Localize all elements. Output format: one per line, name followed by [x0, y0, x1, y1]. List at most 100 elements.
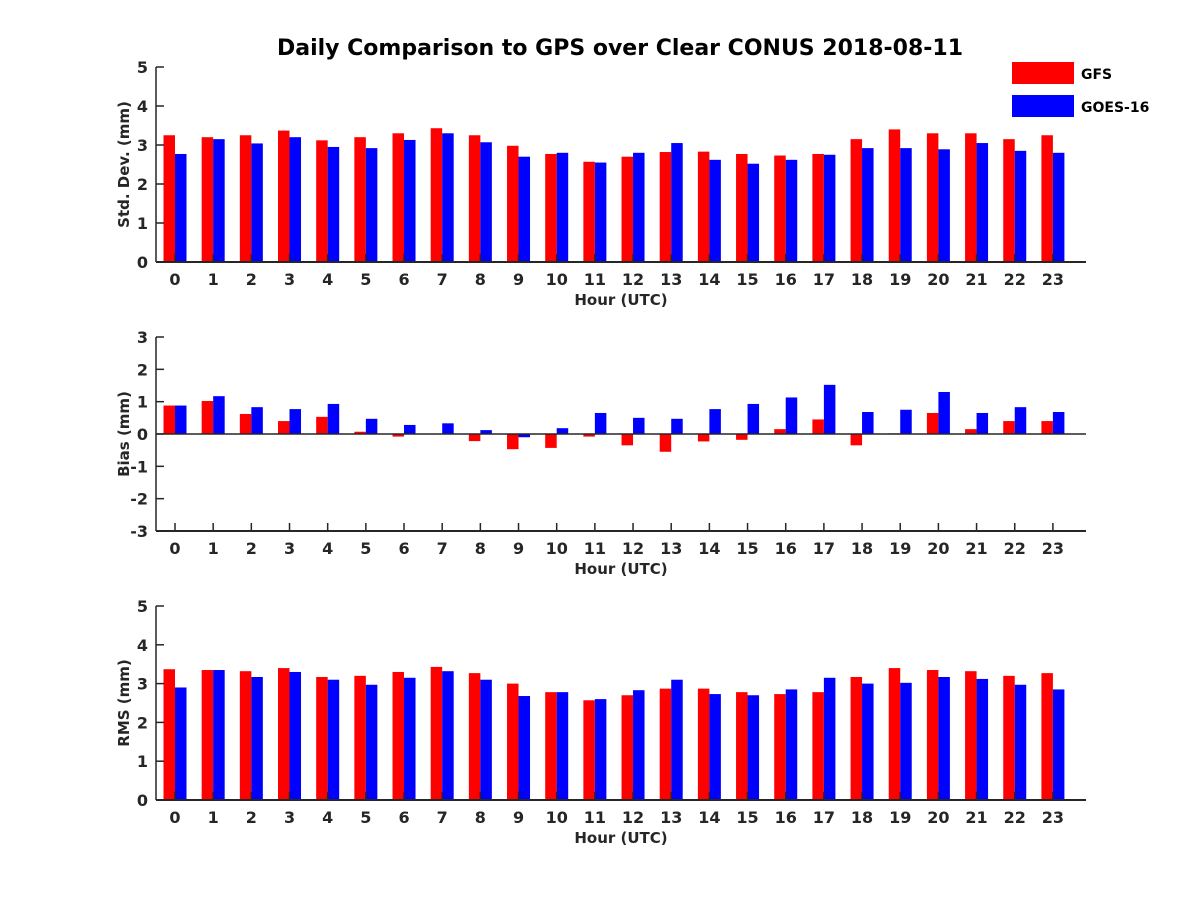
bias-x-tick-label: 5	[360, 539, 371, 558]
std-dev-bar-gfs-3	[278, 130, 290, 262]
bias-bar-goes16-16	[785, 397, 798, 434]
rms-bar-gfs-9	[507, 683, 519, 800]
bias-bar-gfs-8	[468, 434, 481, 442]
std-dev-y-tick-label: 5	[137, 58, 148, 77]
rms-x-tick-label: 20	[927, 808, 949, 827]
rms-bar-goes16-6	[404, 677, 416, 800]
rms-bar-goes16-2	[251, 677, 263, 800]
rms-bar-gfs-6	[392, 671, 405, 800]
rms-bar-gfs-1	[201, 670, 214, 800]
std-dev-x-tick-label: 14	[698, 270, 720, 289]
legend-swatch-gfs	[1012, 62, 1074, 84]
bias-bar-gfs-6	[392, 434, 405, 437]
rms-bar-goes16-15	[747, 695, 760, 800]
std-dev-bar-gfs-10	[545, 153, 557, 262]
std-dev-bar-goes16-21	[976, 143, 989, 262]
bias-y-tick-label: 3	[137, 328, 148, 347]
rms-bar-goes16-22	[1014, 684, 1027, 800]
rms-x-tick-label: 16	[775, 808, 797, 827]
std-dev-bar-goes16-3	[289, 137, 302, 262]
rms-x-tick-label: 15	[736, 808, 758, 827]
std-dev-bar-goes16-4	[327, 146, 340, 262]
rms-x-tick-label: 17	[813, 808, 835, 827]
bias-x-tick-label: 14	[698, 539, 720, 558]
rms-y-axis-label: RMS (mm)	[115, 659, 133, 746]
rms-x-tick-label: 13	[660, 808, 682, 827]
std-dev-x-tick-label: 6	[398, 270, 409, 289]
bias-bar-gfs-20	[926, 412, 939, 434]
bias-bar-gfs-0	[163, 405, 175, 434]
bias-bar-goes16-23	[1052, 412, 1065, 434]
std-dev-x-tick-label: 16	[775, 270, 797, 289]
rms-bar-gfs-21	[965, 671, 977, 800]
legend-label-gfs: GFS	[1081, 67, 1112, 83]
bias-x-tick-label: 7	[437, 539, 448, 558]
rms-x-tick-label: 11	[584, 808, 606, 827]
rms-x-tick-label: 2	[246, 808, 257, 827]
rms-bar-goes16-9	[518, 696, 531, 800]
bias-bar-gfs-3	[278, 421, 290, 434]
bias-y-tick-label: 1	[137, 393, 148, 412]
rms-bar-gfs-14	[697, 688, 710, 800]
bias-bar-goes16-21	[976, 412, 989, 434]
bias-bar-goes16-14	[709, 409, 721, 434]
bias-y-tick-label: 2	[137, 360, 148, 379]
rms-bar-gfs-0	[163, 669, 175, 800]
bias-bar-gfs-4	[316, 416, 328, 434]
bias-x-tick-label: 21	[965, 539, 987, 558]
bias-x-tick-label: 22	[1004, 539, 1026, 558]
bias-bar-gfs-11	[583, 434, 595, 437]
std-dev-bar-goes16-9	[518, 156, 531, 262]
bias-x-tick-label: 2	[246, 539, 257, 558]
bias-bar-goes16-10	[556, 428, 569, 434]
std-dev-x-tick-label: 18	[851, 270, 873, 289]
rms-x-tick-label: 23	[1042, 808, 1064, 827]
rms-x-tick-label: 7	[437, 808, 448, 827]
bias-bar-gfs-17	[812, 419, 824, 434]
std-dev-x-tick-label: 1	[208, 270, 219, 289]
std-dev-bar-goes16-23	[1052, 152, 1065, 262]
rms-bar-gfs-20	[926, 670, 939, 800]
std-dev-bar-gfs-0	[163, 135, 175, 262]
rms-y-tick-label: 5	[137, 597, 148, 616]
rms-x-tick-label: 6	[398, 808, 409, 827]
rms-bar-goes16-7	[442, 671, 454, 800]
std-dev-x-tick-label: 19	[889, 270, 911, 289]
rms-bar-gfs-16	[774, 694, 786, 800]
rms-x-tick-label: 1	[208, 808, 219, 827]
std-dev-bar-goes16-14	[709, 159, 721, 262]
std-dev-bar-goes16-11	[594, 162, 607, 262]
rms-bar-goes16-10	[556, 692, 569, 800]
std-dev-bar-goes16-16	[785, 159, 798, 262]
chart-title: Daily Comparison to GPS over Clear CONUS…	[277, 36, 963, 61]
rms-x-tick-label: 21	[965, 808, 987, 827]
std-dev-bar-goes16-0	[175, 153, 187, 262]
std-dev-bar-gfs-8	[468, 135, 481, 262]
std-dev-bar-gfs-16	[774, 155, 786, 262]
std-dev-bar-goes16-19	[900, 148, 912, 262]
bias-bar-goes16-22	[1014, 407, 1027, 434]
bias-y-tick-label: 0	[137, 425, 148, 444]
bias-bar-gfs-10	[545, 434, 557, 448]
bias-bar-goes16-18	[862, 412, 874, 434]
bias-bar-goes16-6	[404, 424, 416, 434]
bias-bar-gfs-12	[621, 434, 634, 446]
std-dev-x-tick-label: 13	[660, 270, 682, 289]
bias-y-axis-label: Bias (mm)	[115, 391, 133, 477]
bias-x-tick-label: 13	[660, 539, 682, 558]
std-dev-bar-gfs-6	[392, 133, 405, 262]
bias-x-tick-label: 10	[546, 539, 568, 558]
rms-bar-goes16-17	[823, 677, 836, 800]
bias-bar-gfs-13	[659, 434, 672, 452]
std-dev-bar-goes16-10	[556, 152, 569, 262]
rms-bar-goes16-16	[785, 689, 798, 800]
legend-label-goes16: GOES-16	[1081, 100, 1149, 116]
bias-x-tick-label: 23	[1042, 539, 1064, 558]
std-dev-bar-gfs-12	[621, 156, 634, 262]
rms-bar-goes16-4	[327, 679, 340, 800]
rms-x-tick-label: 5	[360, 808, 371, 827]
rms-bar-goes16-5	[365, 684, 378, 800]
bias-x-tick-label: 0	[169, 539, 180, 558]
std-dev-x-tick-label: 15	[736, 270, 758, 289]
